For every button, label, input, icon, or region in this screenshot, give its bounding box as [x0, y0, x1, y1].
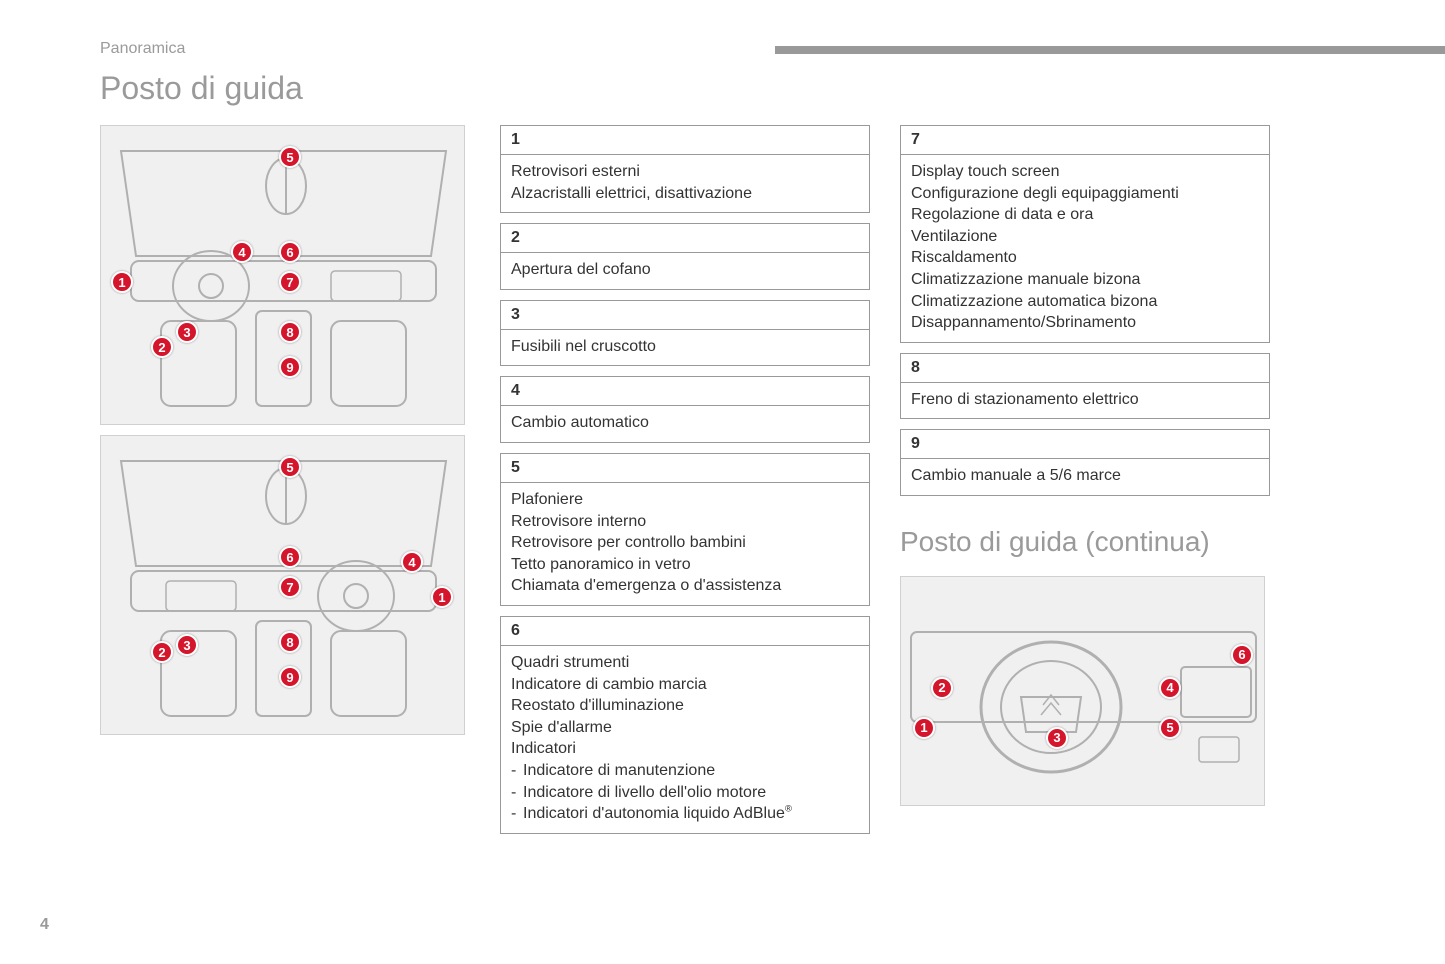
- info-box-body: Cambio manuale a 5/6 marce: [901, 459, 1269, 495]
- header-rule: [775, 46, 1445, 54]
- info-line: Climatizzazione automatica bizona: [911, 291, 1259, 313]
- callout-marker-5: 5: [1159, 717, 1181, 739]
- diagram-steering: 2 1 3 4 5 6: [900, 576, 1265, 806]
- info-box-6: 6Quadri strumentiIndicatore di cambio ma…: [500, 616, 870, 834]
- info-line: Quadri strumenti: [511, 652, 859, 674]
- info-line: Retrovisore per controllo bambini: [511, 532, 859, 554]
- callout-marker-6: 6: [1231, 644, 1253, 666]
- callout-marker-8: 8: [279, 321, 301, 343]
- callout-marker-3: 3: [1046, 727, 1068, 749]
- callout-marker-6: 6: [279, 546, 301, 568]
- info-box-body: PlafoniereRetrovisore internoRetrovisore…: [501, 483, 869, 605]
- info-box-number: 8: [901, 354, 1269, 383]
- info-box-number: 4: [501, 377, 869, 406]
- info-line: Reostato d'illuminazione: [511, 695, 859, 717]
- info-subline: Indicatore di livello dell'olio motore: [511, 782, 859, 804]
- callout-marker-3: 3: [176, 321, 198, 343]
- page-number: 4: [40, 916, 49, 934]
- info-line: Alzacristalli elettrici, disattivazione: [511, 183, 859, 205]
- callout-marker-4: 4: [401, 551, 423, 573]
- diagram-interior-top: 5 4 6 1 7 23 8 9: [100, 125, 465, 425]
- callout-marker-9: 9: [279, 356, 301, 378]
- info-line: Retrovisore interno: [511, 511, 859, 533]
- info-box-number: 1: [501, 126, 869, 155]
- callout-marker-4: 4: [231, 241, 253, 263]
- info-box-3: 3 Fusibili nel cruscotto: [500, 300, 870, 367]
- info-box-body: Quadri strumentiIndicatore di cambio mar…: [501, 646, 869, 833]
- info-box-number: 7: [901, 126, 1269, 155]
- info-line: Indicatori: [511, 738, 859, 760]
- callout-marker-1: 1: [111, 271, 133, 293]
- info-box-9: 9 Cambio manuale a 5/6 marce: [900, 429, 1270, 496]
- info-box-7: 7Display touch screenConfigurazione degl…: [900, 125, 1270, 343]
- info-box-number: 6: [501, 617, 869, 646]
- callout-marker-1: 1: [913, 717, 935, 739]
- callout-marker-5: 5: [279, 146, 301, 168]
- info-box-number: 9: [901, 430, 1269, 459]
- info-line: Cambio manuale a 5/6 marce: [911, 465, 1259, 487]
- callout-marker-2: 2: [931, 677, 953, 699]
- info-box-number: 3: [501, 301, 869, 330]
- info-line: Tetto panoramico in vetro: [511, 554, 859, 576]
- info-line: Freno di stazionamento elettrico: [911, 389, 1259, 411]
- info-line: Cambio automatico: [511, 412, 859, 434]
- callout-marker-2: 2: [151, 336, 173, 358]
- info-line: Display touch screen: [911, 161, 1259, 183]
- info-line: Configurazione degli equipaggiamenti: [911, 183, 1259, 205]
- column-boxes-mid: 1Retrovisori esterniAlzacristalli elettr…: [500, 125, 870, 844]
- info-line: Disappannamento/Sbrinamento: [911, 312, 1259, 334]
- info-box-body: Display touch screenConfigurazione degli…: [901, 155, 1269, 342]
- info-line: Ventilazione: [911, 226, 1259, 248]
- info-box-1: 1Retrovisori esterniAlzacristalli elettr…: [500, 125, 870, 213]
- info-line: Spie d'allarme: [511, 717, 859, 739]
- callout-marker-7: 7: [279, 576, 301, 598]
- info-box-8: 8 Freno di stazionamento elettrico: [900, 353, 1270, 420]
- info-box-number: 5: [501, 454, 869, 483]
- info-line: Fusibili nel cruscotto: [511, 336, 859, 358]
- info-line: Chiamata d'emergenza o d'assistenza: [511, 575, 859, 597]
- column-boxes-right: 7Display touch screenConfigurazione degl…: [900, 125, 1270, 844]
- info-box-2: 2 Apertura del cofano: [500, 223, 870, 290]
- info-box-body: Retrovisori esterniAlzacristalli elettri…: [501, 155, 869, 212]
- main-layout: 546172389 564712389 1Retrovisori esterni…: [100, 125, 1345, 844]
- callout-marker-7: 7: [279, 271, 301, 293]
- info-line: Regolazione di data e ora: [911, 204, 1259, 226]
- info-box-5: 5PlafoniereRetrovisore internoRetrovisor…: [500, 453, 870, 606]
- info-subline: Indicatore di manutenzione: [511, 760, 859, 782]
- info-box-body: Fusibili nel cruscotto: [501, 330, 869, 366]
- column-diagrams: 546172389 564712389: [100, 125, 470, 844]
- callout-marker-4: 4: [1159, 677, 1181, 699]
- callout-marker-2: 2: [151, 641, 173, 663]
- info-box-body: Apertura del cofano: [501, 253, 869, 289]
- info-line: Riscaldamento: [911, 247, 1259, 269]
- info-line: Retrovisori esterni: [511, 161, 859, 183]
- info-box-number: 2: [501, 224, 869, 253]
- info-box-4: 4 Cambio automatico: [500, 376, 870, 443]
- info-line: Apertura del cofano: [511, 259, 859, 281]
- diagram-interior-bottom: 5 6 4 7 1 23 8 9: [100, 435, 465, 735]
- info-box-body: Cambio automatico: [501, 406, 869, 442]
- steering-illustration-icon: [901, 577, 1265, 806]
- callout-marker-9: 9: [279, 666, 301, 688]
- info-subline: Indicatori d'autonomia liquido AdBlue®: [511, 803, 859, 825]
- boxes-right-container: 7Display touch screenConfigurazione degl…: [900, 125, 1270, 496]
- info-line: Climatizzazione manuale bizona: [911, 269, 1259, 291]
- callout-marker-5: 5: [279, 456, 301, 478]
- callout-marker-1: 1: [431, 586, 453, 608]
- sub-title: Posto di guida (continua): [900, 526, 1270, 558]
- info-line: Plafoniere: [511, 489, 859, 511]
- callout-marker-8: 8: [279, 631, 301, 653]
- info-line: Indicatore di cambio marcia: [511, 674, 859, 696]
- callout-marker-6: 6: [279, 241, 301, 263]
- page-title: Posto di guida: [100, 70, 1345, 107]
- callout-marker-3: 3: [176, 634, 198, 656]
- info-box-body: Freno di stazionamento elettrico: [901, 383, 1269, 419]
